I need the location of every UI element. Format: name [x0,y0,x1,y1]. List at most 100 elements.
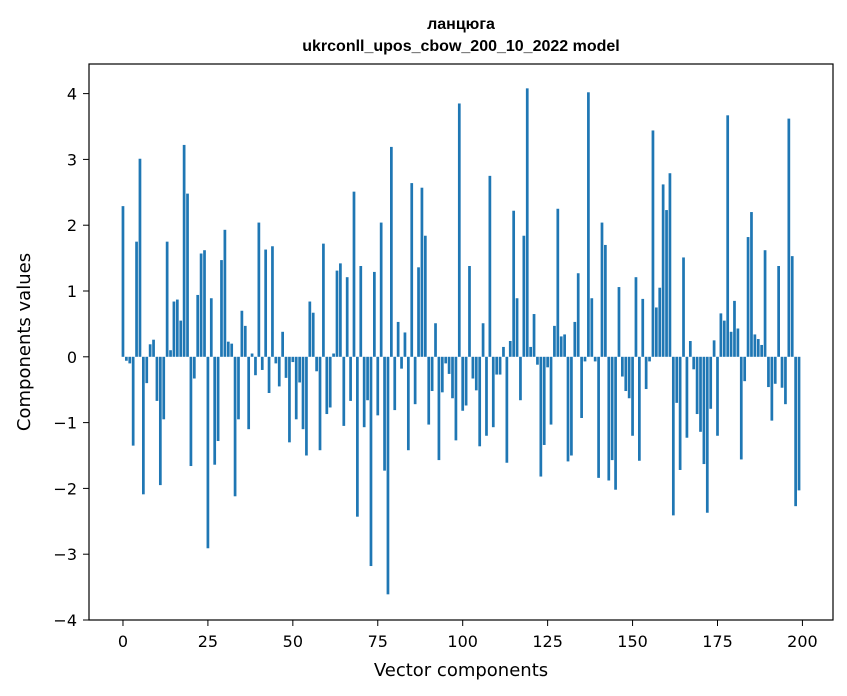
bar-26 [209,298,213,357]
bar-132 [570,356,573,456]
bar-110 [495,356,499,375]
bar-89 [423,235,427,357]
bar-144 [610,356,614,461]
bar-146 [617,287,621,357]
bar-90 [427,356,431,425]
bar-9 [152,339,155,357]
bar-24 [203,250,206,357]
bar-167 [688,341,692,357]
bar-38 [250,353,254,357]
bar-140 [597,356,600,478]
bar-42 [264,249,268,357]
bar-170 [699,356,702,432]
bar-123 [539,356,543,477]
bar-134 [576,273,580,357]
bar-33 [233,356,237,497]
bar-118 [522,235,526,357]
x-tick-label: 75 [368,632,388,651]
bar-82 [400,356,403,369]
bar-91 [430,356,434,392]
y-tick-label: 4 [67,85,77,104]
bar-196 [787,118,791,357]
bar-81 [396,321,400,357]
bar-143 [607,356,611,481]
bar-14 [169,350,172,357]
bar-188 [760,344,764,357]
bar-136 [583,356,587,362]
bar-19 [186,193,189,357]
bar-107 [485,356,488,436]
bar-78 [386,356,390,595]
bar-172 [705,356,709,513]
bar-86 [413,356,417,405]
bar-157 [654,307,658,357]
bar-63 [335,270,339,357]
bar-108 [488,175,492,357]
bar-152 [638,356,641,461]
bar-72 [366,356,369,401]
bar-129 [559,336,563,357]
bar-135 [580,356,583,418]
bar-8 [148,344,152,357]
bar-68 [352,191,356,357]
bar-127 [553,325,556,357]
bar-97 [451,356,454,399]
bar-69 [356,356,359,517]
bar-51 [294,356,298,420]
bar-149 [627,356,631,399]
bar-48 [284,356,288,378]
bar-193 [777,266,780,357]
bar-184 [746,237,750,357]
plot-area-frame [88,63,834,621]
bar-138 [590,298,594,357]
bar-150 [631,356,634,436]
x-tick-label: 150 [617,632,648,651]
x-tick-label: 0 [118,632,128,651]
bar-116 [515,298,519,357]
bar-30 [223,229,227,357]
bar-39 [254,356,257,376]
bar-175 [716,356,719,436]
bar-83 [403,332,407,357]
x-axis-ticks: 0 25 50 75 100 125 150 175 200 [118,620,818,651]
bar-105 [478,356,482,447]
bar-20 [189,356,193,467]
bar-12 [162,356,166,420]
bar-100 [461,356,465,411]
bar-28 [216,356,220,442]
bars-group [121,88,801,595]
y-tick-label: 1 [67,282,77,301]
bar-186 [753,334,757,357]
bar-122 [536,356,539,365]
bar-98 [454,356,458,441]
bar-148 [624,356,628,392]
bar-94 [440,356,444,393]
bar-106 [481,323,485,357]
chart-title: ланцюга [427,16,495,33]
bar-126 [549,356,553,425]
bar-130 [563,334,566,357]
x-tick-label: 25 [198,632,218,651]
bar-120 [529,346,532,357]
bar-55 [308,301,312,357]
bar-190 [767,356,770,388]
bar-156 [651,130,655,357]
bar-187 [756,339,760,357]
bar-169 [695,356,699,415]
bar-49 [288,356,291,443]
bar-128 [556,208,560,357]
chart-subtitle: ukrconll_upos_cbow_200_10_2022 model [302,38,619,55]
bar-197 [790,256,794,357]
y-tick-label: −2 [53,479,77,498]
bar-84 [406,356,410,451]
bar-31 [226,341,230,357]
bar-43 [267,356,271,393]
bar-4 [135,241,138,357]
bar-2 [128,356,132,364]
bar-52 [298,356,301,383]
bar-178 [726,115,730,357]
x-tick-label: 200 [787,632,818,651]
bar-154 [644,356,648,390]
bar-113 [505,356,509,463]
